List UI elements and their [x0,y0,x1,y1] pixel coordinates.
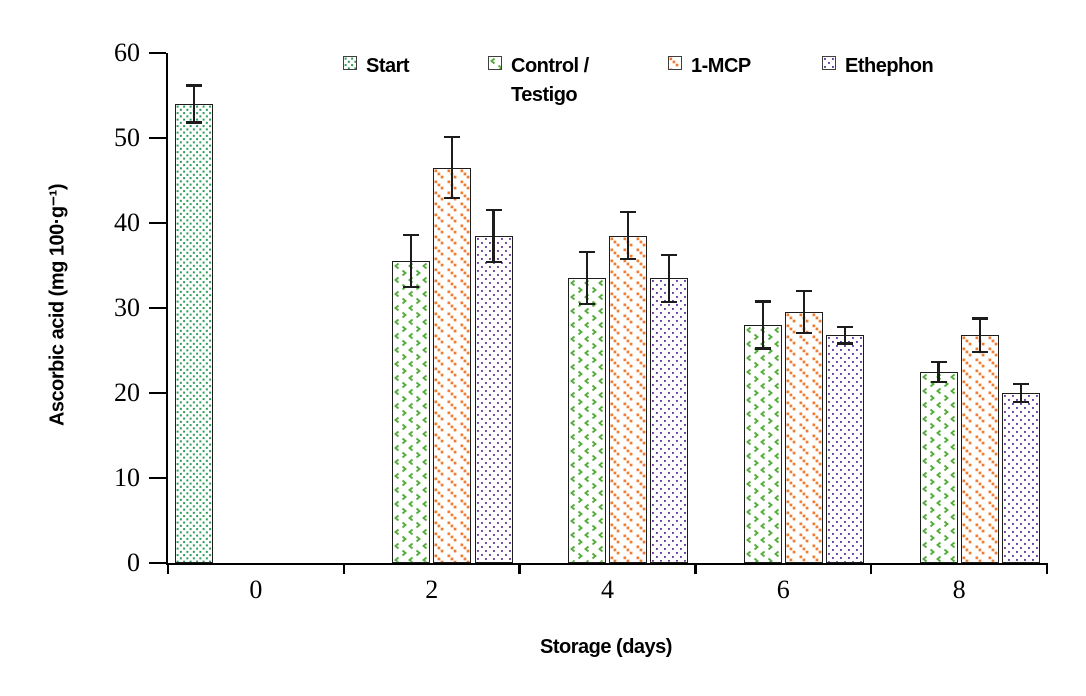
error-bar [451,136,454,200]
y-tick-label: 0 [127,548,140,577]
error-bar-cap [795,332,812,335]
error-bar-cap [754,347,771,350]
bar-1-mcp [433,167,472,563]
legend-item-control: Control / Testigo [488,52,611,110]
error-bar-cap [754,300,771,303]
x-category-label: 4 [600,575,614,604]
error-bar-cap [444,136,461,139]
x-axis-tick [869,563,873,574]
bar-control-testigo [743,325,782,563]
y-axis-tick [149,306,166,310]
error-bar-cap [444,197,461,200]
y-tick-label: 40 [114,208,140,237]
start-pattern-swatch-icon [343,56,357,70]
y-axis-tick [149,476,166,480]
error-bar-cap [661,253,678,256]
error-bar-cap [620,211,637,214]
error-bar-cap [795,290,812,293]
error-bar-cap [971,317,988,320]
bar-control-testigo [919,371,958,563]
error-bar-cap [186,121,203,124]
error-bar-cap [971,350,988,354]
y-tick-label: 60 [114,38,140,67]
bar-ethephon [1001,393,1040,563]
x-axis-tick [694,563,697,574]
error-bar [1019,382,1022,404]
x-axis-tick [1045,563,1049,574]
legend-label-control: Control / Testigo [511,55,589,106]
error-bar-cap [930,360,947,363]
bar-1-mcp [784,312,823,563]
x-category-label: 8 [952,575,966,604]
y-tick-label: 10 [114,463,140,492]
x-category-label: 6 [776,575,790,604]
error-bar [978,317,981,354]
error-bar [627,211,630,261]
error-bar-cap [837,342,854,345]
x-category-label: 0 [249,575,263,604]
legend-label-ethephon: Ethephon [845,55,934,77]
error-bar [585,251,588,306]
y-tick-label: 30 [114,293,140,322]
plot-area: 0 10 20 30 40 50 60 0 2 4 6 8 [114,40,1049,604]
y-axis-title: Ascorbic acid (mg 100·g⁻¹) [46,183,69,427]
x-category-label: 2 [425,575,439,604]
error-bar-cap [485,208,502,211]
x-axis-tick [342,563,346,574]
error-bar [668,253,671,303]
error-bar-cap [620,258,637,261]
y-axis-tick [149,391,166,395]
bar-1-mcp [609,235,648,563]
y-tick-label: 50 [114,123,140,152]
x-axis-tick [166,563,170,574]
y-axis-tick [149,136,166,140]
error-bar-cap [403,286,420,289]
bar-start [175,104,214,563]
error-bar-cap [403,234,420,237]
error-bar-cap [186,84,203,87]
y-tick-label: 20 [114,378,140,407]
error-bar-cap [930,380,947,383]
error-bar-cap [837,325,854,329]
legend-item-1mcp: 1-MCP [668,52,751,81]
error-bar [761,300,764,350]
error-bar [193,84,196,124]
bar-control-testigo [392,261,431,563]
error-bar [844,325,847,345]
y-axis-tick [149,221,166,225]
x-axis-tick [518,563,521,574]
error-bar [492,208,495,263]
legend-label-start: Start [366,55,410,77]
legend-label-1mcp: 1-MCP [691,55,751,77]
y-axis-tick [149,561,166,565]
error-bar [937,360,940,383]
bar-ethephon [474,235,513,563]
control-pattern-swatch-icon [488,56,502,70]
bar-1-mcp [960,335,999,563]
bar-ethephon [826,335,865,563]
error-bar [802,290,805,335]
bar-ethephon [650,278,689,563]
y-axis-tick [149,51,166,55]
1mcp-pattern-swatch-icon [668,56,682,70]
legend-item-start: Start [343,52,410,81]
error-bar-cap [661,300,678,303]
bar-control-testigo [567,278,606,563]
error-bar-cap [578,251,595,254]
ethephon-pattern-swatch-icon [822,56,836,70]
error-bar-cap [485,260,502,263]
legend-item-ethephon: Ethephon [822,52,934,81]
x-axis-title: Storage (days) [540,636,672,658]
error-bar-cap [578,303,595,306]
error-bar-cap [1012,382,1029,385]
error-bar-cap [1012,401,1029,404]
error-bar [410,234,413,289]
